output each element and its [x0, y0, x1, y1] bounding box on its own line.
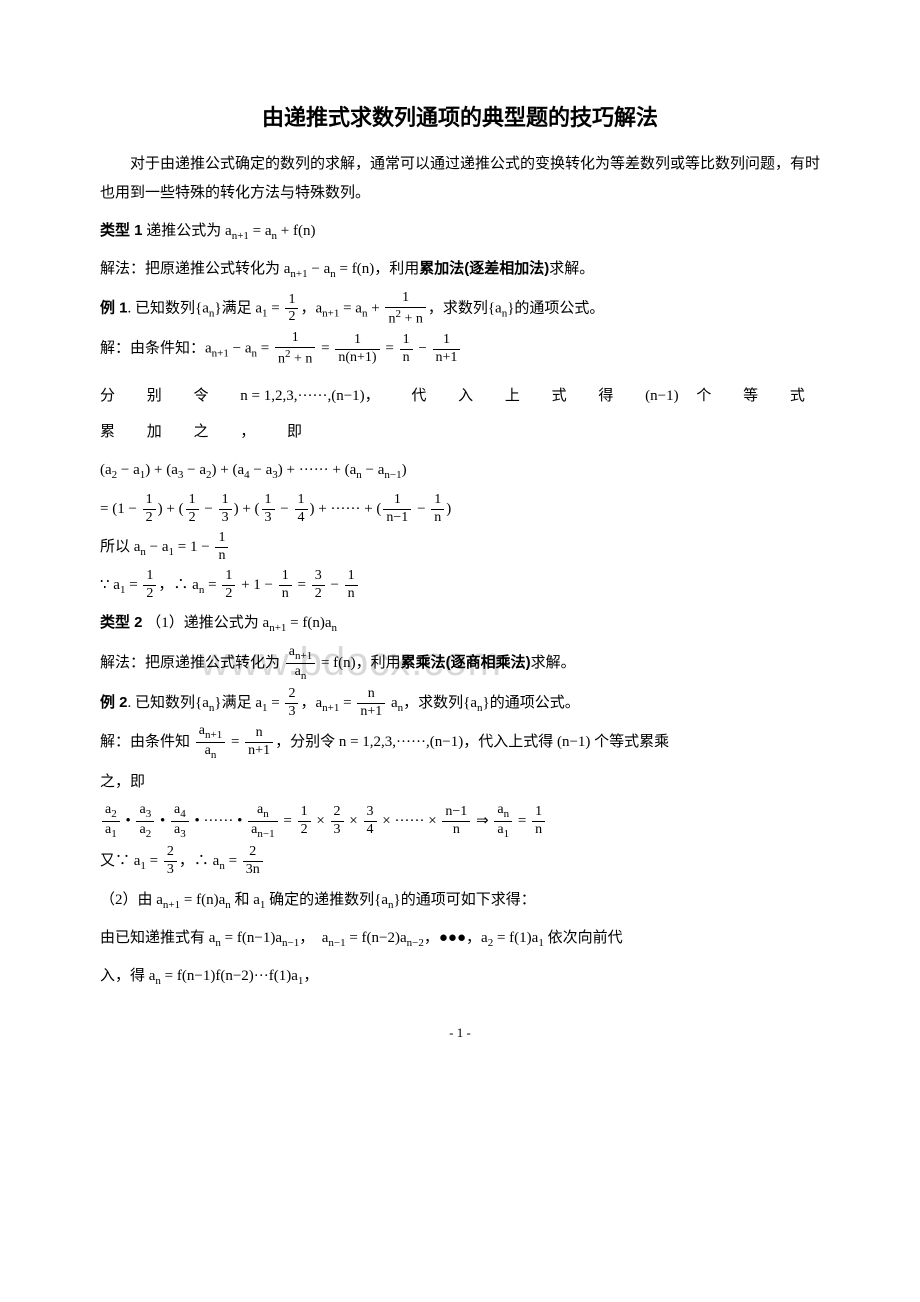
example2: 例 2. 已知数列{an}满足 a1 = 23，an+1 = nn+1 an，求…	[100, 685, 820, 721]
intro-paragraph: 对于由递推公式确定的数列的求解，通常可以通过递推公式的变换转化为等差数列或等比数…	[100, 150, 820, 207]
type1-label: 类型 1	[100, 222, 143, 239]
example1-expand2: = (1 − 12) + (12 − 13) + (13 − 14) + ···…	[100, 491, 820, 527]
example1-result: 所以 an − a1 = 1 − 1n	[100, 529, 820, 565]
example2-solution: 解：由条件知 an+1an = nn+1，分别令 n = 1,2,3,·····…	[100, 723, 820, 762]
example1-solution: 解：由条件知：an+1 − an = 1n2 + n = 1n(n+1) = 1…	[100, 330, 820, 368]
part2-known: 由已知递推式有 an = f(n−1)an−1， an−1 = f(n−2)an…	[100, 920, 820, 956]
type2-heading: 类型 2 （1）递推公式为 an+1 = f(n)an	[100, 605, 820, 641]
type2-formula: an+1 = f(n)an	[263, 615, 338, 631]
type2-method: 解法：把原递推公式转化为 an+1an = f(n)，利用累乘法(逐商相乘法)求…	[100, 644, 820, 683]
example2-expand: a2a1 • a3a2 • a4a3 • ······ • anan−1 = 1…	[100, 802, 820, 841]
type1-method: 解法：把原递推公式转化为 an+1 − an = f(n)，利用累加法(逐差相加…	[100, 251, 820, 287]
part2: （2）由 an+1 = f(n)an 和 a1 确定的递推数列{an}的通项可如…	[100, 882, 820, 918]
part2-in: 入，得 an = f(n−1)f(n−2)···f(1)a1，	[100, 958, 820, 994]
type1-heading: 类型 1 递推公式为 an+1 = an + f(n)	[100, 213, 820, 249]
example2-solution-cont: 之，即	[100, 764, 820, 800]
page-title: 由递推式求数列通项的典型题的技巧解法	[100, 100, 820, 132]
page-number: - 1 -	[100, 1025, 820, 1041]
example2-also: 又∵ a1 = 23，∴ an = 23n	[100, 843, 820, 879]
example1: 例 1. 已知数列{an}满足 a1 = 12，an+1 = an + 1n2 …	[100, 290, 820, 328]
example1-expand1: (a2 − a1) + (a3 − a2) + (a4 − a3) + ····…	[100, 452, 820, 488]
example1-final: ∵ a1 = 12，∴ an = 12 + 1 − 1n = 32 − 1n	[100, 567, 820, 603]
type1-formula: an+1 = an + f(n)	[225, 223, 315, 239]
example1-step: 分 别 令 n = 1,2,3,······,(n−1)， 代 入 上 式 得 …	[100, 378, 820, 450]
